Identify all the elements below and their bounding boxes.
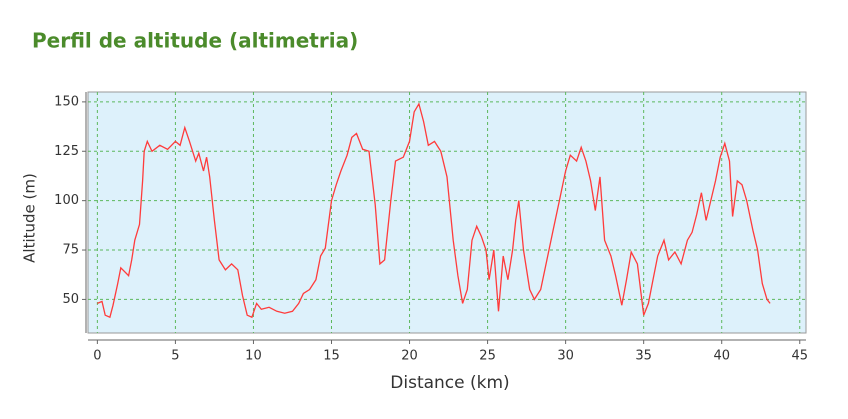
chart-title: Perfil de altitude (altimetria) [32, 29, 358, 53]
x-tick-label: 35 [635, 349, 652, 364]
x-tick-label: 5 [171, 349, 179, 364]
y-tick-label: 75 [62, 243, 79, 258]
y-tick-label: 100 [54, 193, 79, 208]
plot-area [87, 91, 807, 334]
x-tick-label: 30 [557, 349, 574, 364]
x-tick-label: 25 [479, 349, 496, 364]
x-tick-label: 45 [791, 349, 808, 364]
elevation-line [97, 102, 771, 319]
y-tick-label: 125 [54, 144, 79, 159]
x-tick-label: 0 [93, 349, 101, 364]
x-tick-label: 40 [713, 349, 730, 364]
x-tick-label: 15 [323, 349, 340, 364]
y-tick-label: 50 [62, 292, 79, 307]
x-axis-label: Distance (km) [390, 373, 509, 393]
y-axis-label: Altitude (m) [21, 173, 39, 263]
x-tick-label: 10 [245, 349, 262, 364]
y-tick-label: 150 [54, 94, 79, 109]
x-tick-label: 20 [401, 349, 418, 364]
